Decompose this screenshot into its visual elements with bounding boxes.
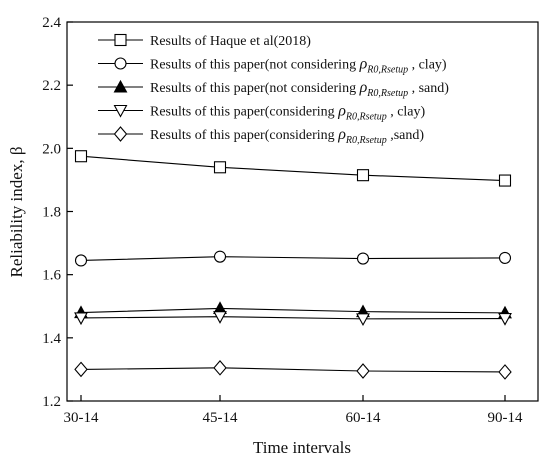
y-axis-label: Reliability index, β: [7, 147, 26, 278]
legend-item: Results of Haque et al(2018): [98, 33, 311, 49]
data-point: [498, 364, 512, 380]
axis-ticks: 1.2 1.4 1.6 1.8 2.0 2.2 2.4 30-14 45-14 60-14 90-1…: [42, 15, 523, 426]
data-point: [498, 251, 512, 264]
legend-rho-symbol: ρ: [359, 79, 368, 96]
data-point: [74, 254, 88, 267]
legend-marker: [113, 79, 128, 93]
legend-item: Results of this paper(considering ρR0,Rs…: [98, 103, 426, 123]
series-line: [80, 307, 506, 314]
y-tick-label: 1.2: [42, 394, 61, 410]
data-point: [213, 250, 227, 263]
data-point: [213, 161, 227, 174]
series-line: [80, 256, 506, 262]
legend-label: Results of this paper(not considering ρR…: [150, 79, 449, 99]
legend-label-text: Results of Haque et al(2018): [150, 34, 311, 49]
legend-label-suffix: , clay): [387, 105, 426, 120]
series-line: [80, 316, 506, 320]
legend-item: Results of this paper(not considering ρR…: [98, 79, 449, 99]
series-3: [74, 301, 512, 319]
legend-rho-symbol: ρ: [359, 56, 368, 73]
y-tick-label: 2.4: [42, 15, 61, 31]
legend-label: Results of this paper(considering ρR0,Rs…: [150, 126, 424, 146]
data-point: [356, 363, 370, 379]
legend-rho-symbol: ρ: [337, 103, 346, 120]
legend-label-text: Results of this paper(not considering: [150, 81, 360, 96]
data-point: [213, 359, 227, 376]
legend-label-suffix: , clay): [408, 58, 447, 73]
legend-label-text: Results of this paper(not considering: [150, 58, 360, 73]
legend-label: Results of this paper(not considering ρR…: [150, 56, 447, 76]
x-axis-label: Time intervals: [253, 438, 351, 457]
series-5: [74, 359, 512, 380]
legend-marker: [114, 33, 127, 47]
series-line: [80, 155, 506, 182]
x-tick-label: 90-14: [488, 410, 523, 426]
series-1: [74, 150, 512, 187]
x-tick-label: 45-14: [203, 410, 238, 426]
y-tick-label: 1.6: [42, 268, 61, 284]
data-point: [74, 361, 88, 378]
legend-rho-symbol: ρ: [337, 126, 346, 143]
legend-subscript: R0,Rsetup: [366, 65, 408, 76]
series-4: [74, 311, 512, 327]
y-tick-label: 2.0: [42, 141, 61, 157]
legend-label-suffix: ,sand): [387, 128, 425, 143]
y-tick-label: 2.2: [42, 78, 61, 94]
legend-item: Results of this paper(considering ρR0,Rs…: [98, 126, 424, 146]
x-tick-label: 60-14: [346, 410, 381, 426]
y-tick-label: 1.8: [42, 205, 61, 221]
plot-frame: [66, 21, 539, 402]
data-point: [356, 252, 370, 265]
legend-subscript: R0,Rsetup: [366, 88, 408, 99]
legend-marker: [114, 57, 127, 70]
data-point: [74, 150, 88, 163]
legend-subscript: R0,Rsetup: [345, 135, 387, 146]
legend: Results of Haque et al(2018) Results of t…: [98, 33, 449, 146]
x-tick-label: 30-14: [64, 410, 99, 426]
data-point: [356, 169, 370, 182]
data-point: [74, 312, 88, 326]
y-axis-label-text: Reliability index, β: [7, 147, 26, 278]
legend-subscript: R0,Rsetup: [345, 112, 387, 123]
legend-label-suffix: , sand): [408, 81, 449, 96]
legend-label-text: Results of this paper(considering: [150, 128, 338, 143]
data-point: [498, 313, 512, 326]
legend-label: Results of this paper(considering ρR0,Rs…: [150, 103, 426, 123]
data-point: [213, 311, 227, 324]
data-series: [74, 150, 512, 380]
legend-item: Results of this paper(not considering ρR…: [98, 56, 447, 76]
series-2: [74, 250, 512, 267]
legend-marker: [113, 126, 128, 142]
y-tick-label: 1.4: [42, 331, 61, 347]
legend-marker: [113, 104, 128, 118]
legend-label-text: Results of this paper(considering: [150, 105, 338, 120]
legend-label: Results of Haque et al(2018): [150, 34, 311, 49]
series-line: [80, 367, 506, 373]
data-point: [356, 313, 370, 327]
data-point: [498, 174, 512, 187]
